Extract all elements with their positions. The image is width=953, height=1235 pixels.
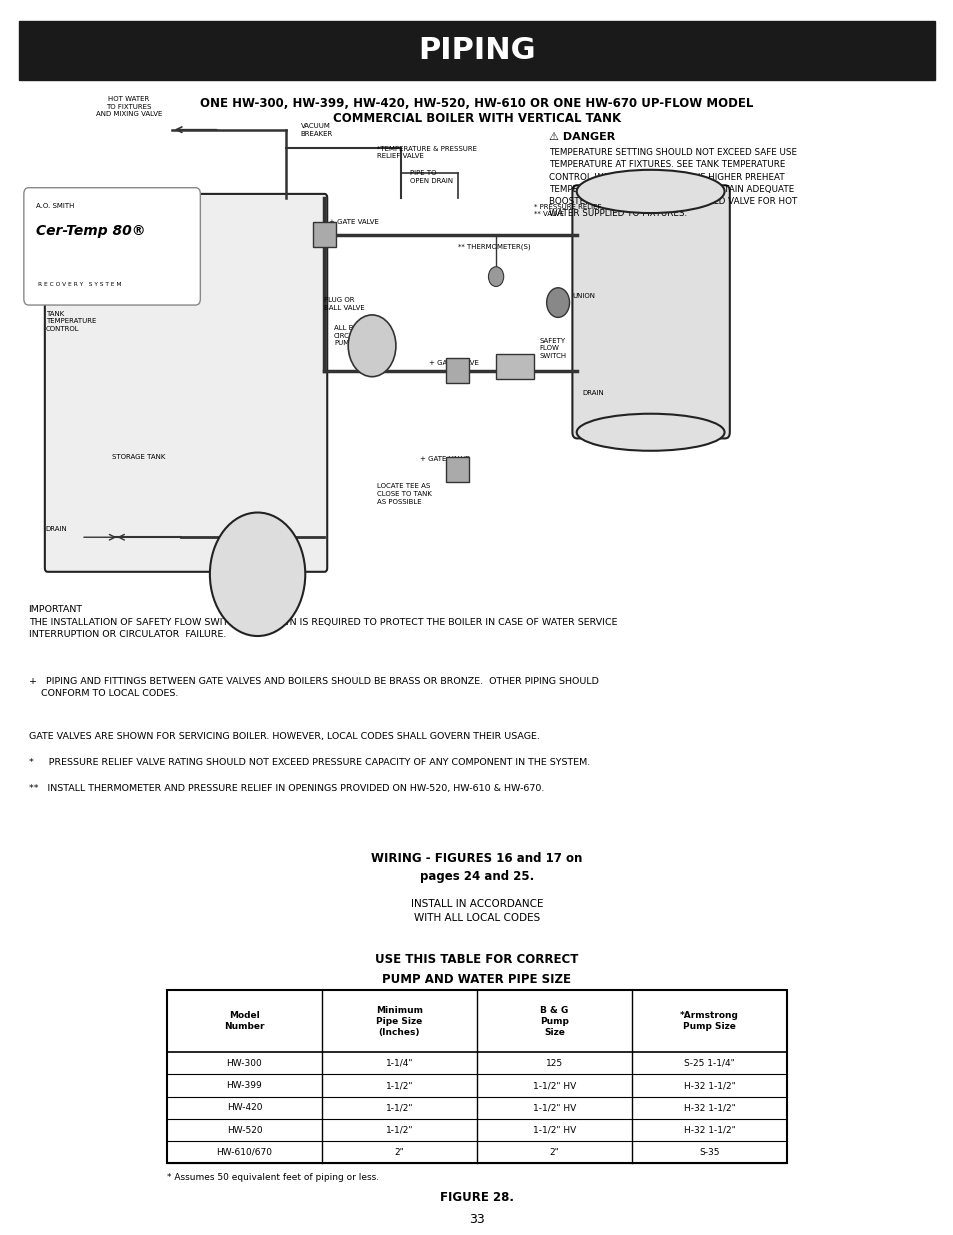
Text: UNION: UNION [572,294,595,299]
Ellipse shape [576,414,724,451]
Text: 1-1/4": 1-1/4" [385,1058,413,1068]
Text: HOT WATER
TO FIXTURES
AND MIXING VALVE: HOT WATER TO FIXTURES AND MIXING VALVE [95,96,162,117]
Bar [446,358,469,383]
Text: COLD WATER SUPPLY: COLD WATER SUPPLY [221,553,294,559]
Text: 1-1/2": 1-1/2" [385,1125,413,1135]
Text: DRAIN: DRAIN [46,526,68,531]
FancyBboxPatch shape [24,188,200,305]
Text: ** THERMOMETER(S): ** THERMOMETER(S) [457,243,530,251]
Text: 1-1/2" HV: 1-1/2" HV [533,1125,576,1135]
Text: SAFETY
FLOW
SWITCH: SAFETY FLOW SWITCH [538,337,565,359]
Text: H-32 1-1/2": H-32 1-1/2" [683,1081,735,1091]
Text: PIPE TO
OPEN DRAIN: PIPE TO OPEN DRAIN [410,170,453,184]
Text: PUMP AND WATER PIPE SIZE: PUMP AND WATER PIPE SIZE [382,973,571,987]
Text: GATE VALVES ARE SHOWN FOR SERVICING BOILER. HOWEVER, LOCAL CODES SHALL GOVERN TH: GATE VALVES ARE SHOWN FOR SERVICING BOIL… [29,732,539,741]
Text: *Armstrong
Pump Size: *Armstrong Pump Size [679,1011,739,1031]
Bar [167,990,786,1163]
Text: + GATE VALVE: + GATE VALVE [419,457,469,462]
Text: **   INSTALL THERMOMETER AND PRESSURE RELIEF IN OPENINGS PROVIDED ON HW-520, HW-: ** INSTALL THERMOMETER AND PRESSURE RELI… [29,784,543,793]
Text: HW-399: HW-399 [227,1081,262,1091]
Text: R E C O V E R Y   S Y S T E M: R E C O V E R Y S Y S T E M [38,282,122,287]
Text: 125: 125 [545,1058,562,1068]
Text: USE THIS TABLE FOR CORRECT: USE THIS TABLE FOR CORRECT [375,953,578,967]
Text: PLUG OR
BALL VALVE: PLUG OR BALL VALVE [324,298,365,310]
Text: ONE HW-300, HW-399, HW-420, HW-520, HW-610 OR ONE HW-670 UP-FLOW MODEL: ONE HW-300, HW-399, HW-420, HW-520, HW-6… [200,98,753,110]
Text: 1-1/2": 1-1/2" [385,1103,413,1113]
Text: H-32 1-1/2": H-32 1-1/2" [683,1103,735,1113]
Text: 2": 2" [395,1147,404,1157]
Circle shape [348,315,395,377]
Text: + GATE VALVE: + GATE VALVE [429,361,478,366]
Text: HW-420: HW-420 [227,1103,262,1113]
Bar [446,457,469,482]
Bar [313,222,335,247]
Text: IMPORTANT
THE INSTALLATION OF SAFETY FLOW SWITCH AS SHOWN IS REQUIRED TO PROTECT: IMPORTANT THE INSTALLATION OF SAFETY FLO… [29,605,617,640]
Text: H-32 1-1/2": H-32 1-1/2" [683,1125,735,1135]
Text: VACUUM
BREAKER: VACUUM BREAKER [300,124,333,137]
Text: LOCATE TEE AS
CLOSE TO TANK
AS POSSIBLE: LOCATE TEE AS CLOSE TO TANK AS POSSIBLE [376,483,432,505]
Text: S-35: S-35 [699,1147,719,1157]
Text: PIPING: PIPING [417,36,536,65]
Text: B & G
Pump
Size: B & G Pump Size [539,1005,568,1037]
Text: HW-300: HW-300 [227,1058,262,1068]
Text: A.O. SMITH: A.O. SMITH [36,204,74,209]
Text: *     PRESSURE RELIEF VALVE RATING SHOULD NOT EXCEED PRESSURE CAPACITY OF ANY CO: * PRESSURE RELIEF VALVE RATING SHOULD NO… [29,758,589,767]
Text: INSTALL IN ACCORDANCE
WITH ALL LOCAL CODES: INSTALL IN ACCORDANCE WITH ALL LOCAL COD… [411,899,542,923]
Text: TANK
TEMPERATURE
CONTROL: TANK TEMPERATURE CONTROL [46,310,96,332]
Text: HW-610/670: HW-610/670 [216,1147,273,1157]
Text: 33: 33 [469,1213,484,1226]
Text: 1-1/2" HV: 1-1/2" HV [533,1081,576,1091]
Text: Minimum
Pipe Size
(Inches): Minimum Pipe Size (Inches) [375,1005,422,1037]
Text: * PRESSURE RELIEF
** VALVE: * PRESSURE RELIEF ** VALVE [534,204,601,217]
Text: *TEMPERATURE & PRESSURE
RELIEF VALVE: *TEMPERATURE & PRESSURE RELIEF VALVE [376,146,476,159]
Ellipse shape [576,170,724,212]
FancyBboxPatch shape [572,185,729,438]
Text: 1-1/2": 1-1/2" [385,1081,413,1091]
Text: ⚠ DANGER: ⚠ DANGER [548,132,614,142]
Text: * Assumes 50 equivalent feet of piping or less.: * Assumes 50 equivalent feet of piping o… [167,1173,378,1182]
Text: COMMERCIAL BOILER WITH VERTICAL TANK: COMMERCIAL BOILER WITH VERTICAL TANK [333,112,620,125]
Bar [19,21,934,80]
Bar [496,354,534,379]
Text: +   PIPING AND FITTINGS BETWEEN GATE VALVES AND BOILERS SHOULD BE BRASS OR BRONZ: + PIPING AND FITTINGS BETWEEN GATE VALVE… [29,677,598,698]
Text: Model
Number: Model Number [224,1011,264,1031]
Text: 1-1/2" HV: 1-1/2" HV [533,1103,576,1113]
Text: WIRING - FIGURES 16 and 17 on
pages 24 and 25.: WIRING - FIGURES 16 and 17 on pages 24 a… [371,852,582,883]
Circle shape [546,288,569,317]
Text: HW-520: HW-520 [227,1125,262,1135]
Text: S-25 1-1/4": S-25 1-1/4" [683,1058,734,1068]
Text: DRAIN: DRAIN [581,390,603,395]
Circle shape [488,267,503,287]
Text: ALL BRONZE
CIRCULATING
PUMP: ALL BRONZE CIRCULATING PUMP [334,325,379,347]
Text: TEMPERATURE SETTING SHOULD NOT EXCEED SAFE USE
TEMPERATURE AT FIXTURES. SEE TANK: TEMPERATURE SETTING SHOULD NOT EXCEED SA… [548,148,796,217]
FancyBboxPatch shape [45,194,327,572]
Circle shape [210,513,305,636]
Text: STORAGE TANK: STORAGE TANK [112,454,165,459]
Text: FIGURE 28.: FIGURE 28. [439,1191,514,1204]
Text: Cer-Temp 80®: Cer-Temp 80® [36,224,146,238]
Text: + GATE VALVE: + GATE VALVE [329,220,378,225]
Text: 2": 2" [549,1147,558,1157]
